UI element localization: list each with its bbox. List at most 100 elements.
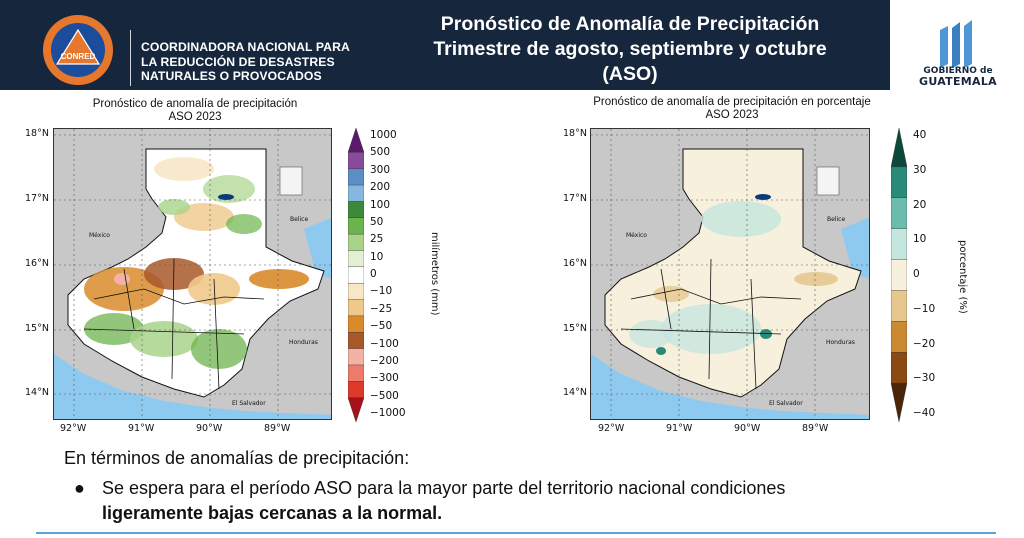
colorbar-tick-label: −1000 — [370, 407, 406, 419]
bullet-icon: ● — [74, 478, 85, 498]
lat-tick: 17°N — [25, 193, 49, 204]
colorbar-segment — [348, 152, 364, 170]
lon-tick: 89°W — [264, 423, 291, 434]
lat-tick: 15°N — [25, 323, 49, 334]
colorbar-tick-label: 100 — [370, 198, 391, 211]
colorbar-segment — [348, 381, 364, 399]
colorbar-segment — [348, 299, 364, 317]
colorbar-segment — [348, 282, 364, 301]
colorbar-segment — [348, 168, 364, 186]
left-map: México Belice Honduras El Salvador — [53, 128, 332, 420]
colorbar-segment — [891, 321, 907, 353]
colorbar-segment — [348, 233, 364, 252]
label-el-salvador: El Salvador — [232, 400, 266, 407]
org-line: NATURALES O PROVOCADOS — [141, 69, 322, 83]
colorbar-tick-label: −300 — [370, 372, 399, 385]
label-mexico: México — [626, 232, 647, 239]
colorbar-tick-label: −25 — [370, 302, 393, 315]
left-colorbar — [348, 128, 364, 422]
colorbar-segment — [348, 128, 364, 153]
bullet-plain-text: Se espera para el período ASO para la ma… — [102, 478, 786, 498]
colorbar-segment — [891, 382, 907, 422]
lon-tick: 92°W — [598, 423, 625, 434]
colorbar-segment — [891, 166, 907, 199]
org-name: COORDINADORA NACIONAL PARA LA REDUCCIÓN … — [141, 40, 391, 84]
org-line: LA REDUCCIÓN DE DESASTRES — [141, 54, 335, 69]
colorbar-segment — [891, 197, 907, 230]
colorbar-segment — [891, 290, 907, 323]
lat-tick: 17°N — [563, 193, 587, 204]
lon-tick: 91°W — [666, 423, 693, 434]
title-line: Pronóstico de Anomalía de Precipitación — [440, 13, 820, 35]
page-title: Pronóstico de Anomalía de Precipitación … — [395, 12, 865, 87]
right-map-svg: México Belice Honduras El Salvador — [591, 129, 869, 419]
colorbar-segment — [348, 217, 364, 235]
colorbar-segment — [891, 259, 907, 292]
colorbar-segment — [348, 332, 364, 350]
colorbar-tick-label: 20 — [913, 198, 927, 211]
label-belice: Belice — [827, 216, 845, 223]
colorbar-tick-label: 25 — [370, 233, 384, 246]
bullet-text: Se espera para el período ASO para la ma… — [102, 476, 962, 526]
colorbar-segment — [348, 364, 364, 382]
bullet-bold-text: ligeramente bajas cercanas a la normal. — [102, 503, 443, 523]
lat-tick: 14°N — [563, 387, 587, 398]
header-divider — [130, 30, 131, 86]
colorbar-tick-label: 50 — [370, 215, 384, 228]
colorbar-tick-label: −30 — [913, 372, 936, 385]
lon-tick: 91°W — [128, 423, 155, 434]
colorbar-tick-label: 200 — [370, 181, 391, 194]
colorbar-segment — [348, 201, 364, 219]
colorbar-segment — [891, 352, 907, 384]
title-line: Trimestre de agosto, septiembre y octubr… — [433, 38, 827, 60]
colorbar-tick-label: 10 — [913, 233, 927, 246]
lon-tick: 90°W — [196, 423, 223, 434]
colorbar-segment — [348, 184, 364, 203]
colorbar-segment — [348, 315, 364, 333]
colorbar-tick-label: 40 — [913, 129, 927, 141]
bottom-rule — [36, 532, 996, 534]
lon-tick: 90°W — [734, 423, 761, 434]
colorbar-segment — [891, 228, 907, 261]
colorbar-tick-label: −500 — [370, 389, 399, 402]
colorbar-tick-label: 0 — [913, 268, 920, 280]
colorbar-segment — [348, 250, 364, 268]
colorbar-tick-label: 0 — [370, 268, 377, 280]
left-map-subtitle: ASO 2023 — [168, 111, 222, 123]
lat-tick: 16°N — [563, 258, 587, 269]
label-mexico: México — [89, 232, 110, 239]
colorbar-tick-label: 30 — [913, 163, 927, 176]
left-map-title: Pronóstico de anomalía de precipitación … — [40, 98, 350, 124]
right-map: México Belice Honduras El Salvador — [590, 128, 870, 420]
colorbar-segment — [348, 397, 364, 422]
body-intro: En términos de anomalías de precipitació… — [64, 448, 410, 468]
colorbar-tick-label: −50 — [370, 320, 393, 333]
lat-tick: 16°N — [25, 258, 49, 269]
label-belice: Belice — [290, 216, 308, 223]
colorbar-tick-label: −20 — [913, 337, 936, 350]
colorbar-segment — [348, 266, 364, 284]
right-map-title-text: Pronóstico de anomalía de precipitación … — [593, 96, 871, 108]
header-bar — [0, 0, 890, 90]
gov-text-line1: GOBIERNO de — [923, 66, 993, 76]
lon-tick: 92°W — [60, 423, 87, 434]
left-colorbar-unit: milímetros (mm) — [429, 232, 440, 316]
right-colorbar — [891, 128, 907, 422]
colorbar-tick-label: 300 — [370, 163, 391, 176]
right-map-subtitle: ASO 2023 — [705, 109, 759, 121]
right-colorbar-unit: porcentaje (%) — [957, 240, 968, 314]
colorbar-segment — [348, 348, 364, 366]
right-map-title: Pronóstico de anomalía de precipitación … — [545, 96, 919, 122]
lat-tick: 14°N — [25, 387, 49, 398]
colorbar-segment — [891, 128, 907, 168]
colorbar-tick-label: 1000 — [370, 129, 397, 141]
logo-text: CONRED — [61, 52, 96, 61]
colorbar-tick-label: −200 — [370, 354, 399, 367]
lon-tick: 89°W — [802, 423, 829, 434]
gov-text-line2: GUATEMALA — [919, 75, 997, 88]
lat-tick: 18°N — [25, 128, 49, 139]
colorbar-tick-label: −40 — [913, 407, 936, 419]
gobierno-logo — [940, 20, 972, 68]
conred-logo: CONRED — [43, 15, 113, 85]
label-honduras: Honduras — [289, 339, 318, 346]
